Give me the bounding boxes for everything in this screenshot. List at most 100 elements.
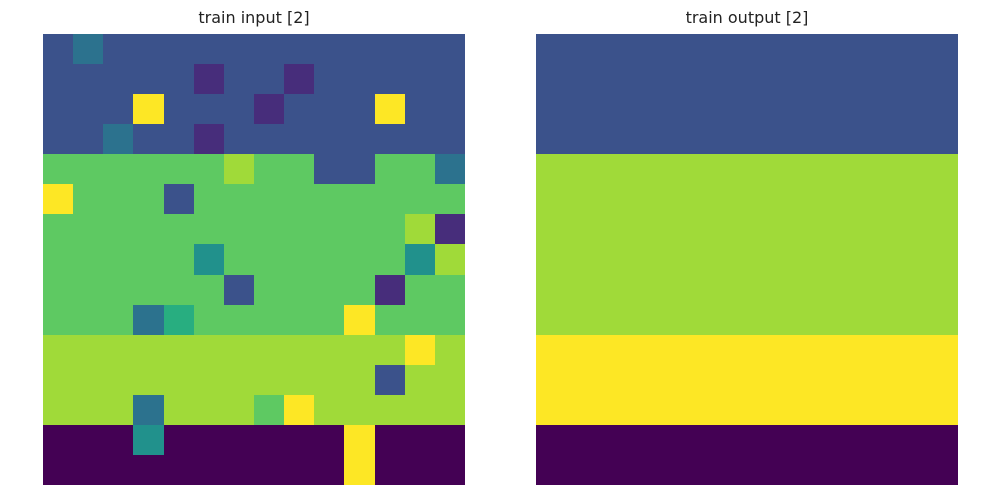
grid-cell: [867, 214, 898, 245]
grid-cell: [103, 454, 134, 485]
grid-cell: [746, 124, 778, 155]
train-input-panel: train input [2]: [43, 0, 465, 500]
grid-cell: [163, 94, 194, 125]
grid-cell: [43, 94, 74, 125]
grid-cell: [103, 34, 134, 65]
grid-cell: [927, 424, 958, 455]
grid-cell: [837, 454, 868, 485]
grid-cell: [253, 244, 285, 275]
grid-cell: [777, 244, 808, 275]
grid-cell: [73, 124, 104, 155]
grid-cell: [404, 424, 435, 455]
grid-cell: [596, 154, 627, 185]
grid-cell: [374, 154, 405, 185]
grid-cell: [344, 184, 375, 215]
train-output-title: train output [2]: [685, 8, 809, 27]
grid-cell: [596, 64, 627, 95]
grid-cell: [746, 304, 778, 335]
grid-cell: [777, 184, 808, 215]
grid-cell: [686, 424, 717, 455]
grid-cell: [596, 244, 627, 275]
grid-cell: [807, 364, 838, 395]
grid-cell: [716, 334, 747, 365]
grid-cell: [656, 454, 687, 485]
grid-cell: [626, 274, 657, 305]
grid-cell: [837, 94, 868, 125]
grid-cell: [374, 64, 405, 95]
grid-cell: [404, 364, 435, 395]
grid-cell: [656, 154, 687, 185]
grid-cell: [253, 154, 285, 185]
grid-cell: [374, 124, 405, 155]
grid-cell: [927, 154, 958, 185]
grid-cell: [314, 244, 345, 275]
grid-cell: [253, 454, 285, 485]
grid-cell: [807, 454, 838, 485]
grid-cell: [867, 34, 898, 65]
grid-cell: [163, 214, 194, 245]
grid-cell: [837, 334, 868, 365]
grid-cell: [566, 454, 597, 485]
grid-cell: [927, 214, 958, 245]
grid-cell: [716, 304, 747, 335]
grid-cell: [163, 34, 194, 65]
grid-cell: [43, 214, 74, 245]
grid-cell: [314, 34, 345, 65]
grid-cell: [566, 64, 597, 95]
grid-cell: [777, 34, 808, 65]
grid-cell: [163, 304, 194, 335]
train-input-grid: [43, 34, 465, 485]
grid-cell: [566, 184, 597, 215]
grid-cell: [656, 334, 687, 365]
grid-cell: [103, 154, 134, 185]
grid-cell: [404, 394, 435, 425]
grid-cell: [746, 154, 778, 185]
grid-cell: [284, 214, 315, 245]
grid-cell: [626, 334, 657, 365]
grid-cell: [223, 184, 254, 215]
grid-cell: [223, 394, 254, 425]
grid-cell: [344, 304, 375, 335]
grid-cell: [133, 154, 164, 185]
grid-cell: [837, 424, 868, 455]
grid-cell: [193, 424, 224, 455]
grid-cell: [314, 154, 345, 185]
grid-cell: [434, 364, 465, 395]
grid-cell: [253, 334, 285, 365]
grid-cell: [404, 94, 435, 125]
grid-cell: [867, 364, 898, 395]
grid-cell: [927, 34, 958, 65]
grid-cell: [193, 334, 224, 365]
grid-cell: [897, 274, 928, 305]
grid-cell: [596, 304, 627, 335]
grid-cell: [284, 454, 315, 485]
grid-cell: [536, 454, 567, 485]
grid-cell: [927, 454, 958, 485]
grid-cell: [163, 454, 194, 485]
grid-cell: [927, 394, 958, 425]
grid-cell: [566, 394, 597, 425]
grid-cell: [314, 64, 345, 95]
grid-cell: [284, 364, 315, 395]
grid-cell: [897, 394, 928, 425]
grid-cell: [374, 274, 405, 305]
grid-cell: [927, 304, 958, 335]
grid-cell: [374, 244, 405, 275]
grid-cell: [656, 424, 687, 455]
grid-cell: [777, 214, 808, 245]
grid-cell: [686, 124, 717, 155]
grid-cell: [716, 94, 747, 125]
grid-cell: [434, 274, 465, 305]
grid-cell: [867, 154, 898, 185]
grid-cell: [656, 124, 687, 155]
grid-cell: [716, 124, 747, 155]
grid-cell: [284, 244, 315, 275]
grid-cell: [536, 64, 567, 95]
grid-cell: [656, 64, 687, 95]
grid-cell: [867, 304, 898, 335]
grid-cell: [133, 244, 164, 275]
grid-cell: [536, 304, 567, 335]
grid-cell: [193, 64, 224, 95]
grid-cell: [897, 34, 928, 65]
grid-cell: [434, 184, 465, 215]
